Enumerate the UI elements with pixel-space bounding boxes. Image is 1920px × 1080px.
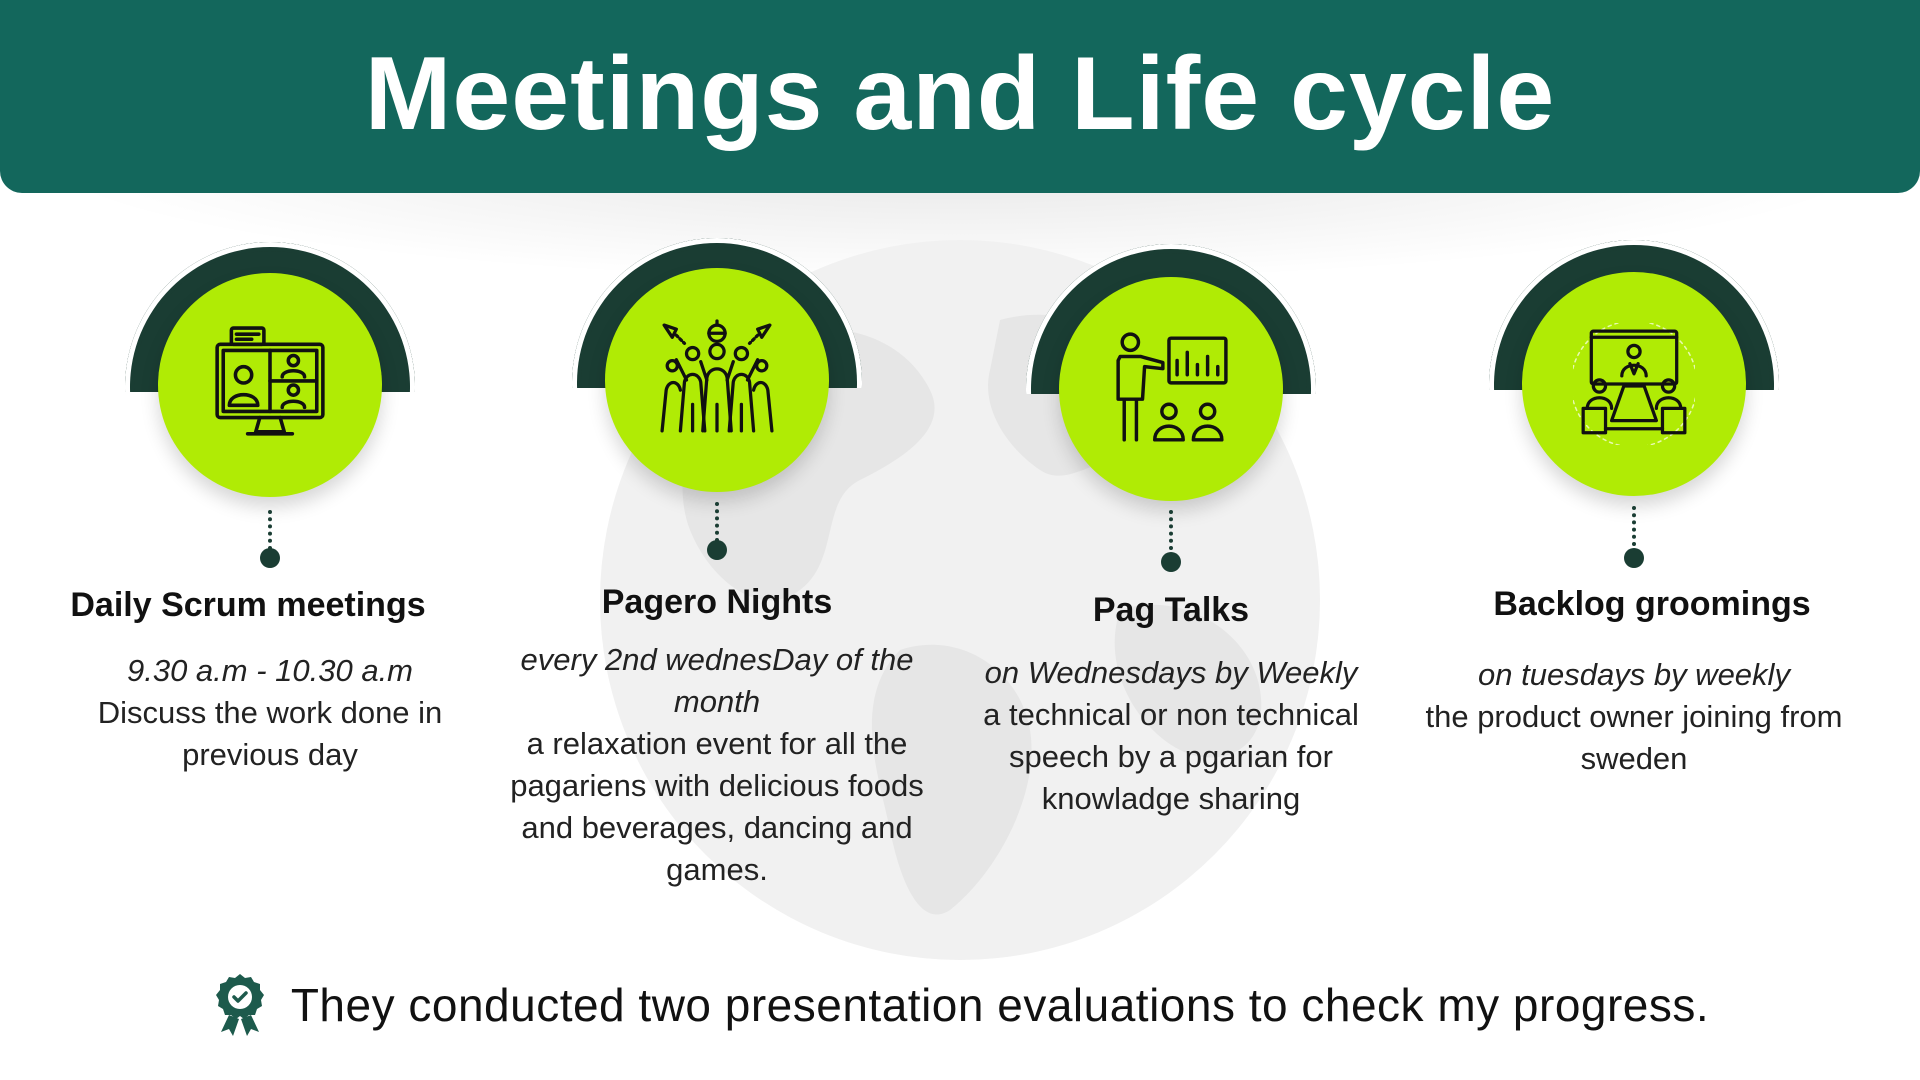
card-daily-scrum: Daily Scrum meetings 9.30 a.m - 10.30 a.… <box>50 230 490 910</box>
meeting-cards: Daily Scrum meetings 9.30 a.m - 10.30 a.… <box>0 230 1920 910</box>
icon-circle <box>158 273 382 497</box>
party-crowd-icon <box>660 319 774 433</box>
page-title: Meetings and Life cycle <box>364 35 1556 152</box>
card-pag-talks: Pag Talks on Wednesdays by Weekly a tech… <box>951 230 1391 910</box>
connector-pin <box>1624 548 1644 568</box>
card-subtitle: every 2nd wednesDay of the month <box>520 642 914 719</box>
connector-dots <box>715 502 719 542</box>
icon-circle <box>1059 277 1283 501</box>
connector-dots <box>1169 510 1173 550</box>
card-title: Backlog groomings <box>1493 585 1811 623</box>
card-subtitle: 9.30 a.m - 10.30 a.m <box>126 653 414 688</box>
connector-dots <box>1632 506 1636 546</box>
icon-circle <box>605 268 829 492</box>
connector-pin <box>707 540 727 560</box>
card-title: Pag Talks <box>1092 591 1250 629</box>
connector-dots <box>268 510 272 550</box>
card-description: the product owner joining from sweden <box>1425 699 1843 776</box>
award-badge-icon <box>215 974 264 1036</box>
meeting-room-icon <box>1573 323 1695 445</box>
card-backlog-groomings: Backlog groomings on tuesdays by weekly … <box>1414 230 1854 910</box>
footer-note: They conducted two presentation evaluati… <box>0 965 1920 1045</box>
connector-pin <box>1161 552 1181 572</box>
header-banner: Meetings and Life cycle <box>0 0 1920 193</box>
card-title: Daily Scrum meetings <box>70 586 426 624</box>
card-description: a technical or non technical speech by a… <box>983 697 1359 816</box>
footer-text: They conducted two presentation evaluati… <box>290 979 1710 1031</box>
card-description: Discuss the work done in previous day <box>97 695 443 772</box>
card-subtitle: on Wednesdays by Weekly <box>984 655 1358 690</box>
card-title: Pagero Nights <box>601 583 833 621</box>
connector-pin <box>260 548 280 568</box>
card-pagero-nights: Pagero Nights every 2nd wednesDay of the… <box>497 230 937 910</box>
video-conference-icon <box>215 326 325 436</box>
card-subtitle: on tuesdays by weekly <box>1478 657 1790 692</box>
icon-circle <box>1522 272 1746 496</box>
card-description: a relaxation event for all the pagariens… <box>510 726 924 887</box>
presentation-talk-icon <box>1116 332 1228 442</box>
